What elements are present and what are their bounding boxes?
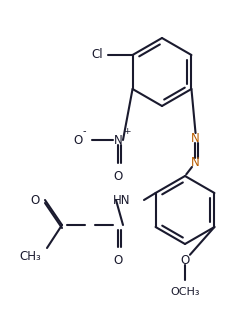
Text: +: +	[123, 127, 131, 136]
Text: O: O	[74, 134, 83, 147]
Text: N: N	[191, 156, 199, 169]
Text: N: N	[114, 134, 122, 147]
Text: CH₃: CH₃	[19, 250, 41, 263]
Text: N: N	[191, 132, 199, 144]
Text: O: O	[113, 254, 123, 267]
Text: O: O	[113, 170, 123, 183]
Text: OCH₃: OCH₃	[170, 287, 200, 297]
Text: O: O	[180, 253, 190, 266]
Text: HN: HN	[112, 193, 130, 206]
Text: Cl: Cl	[91, 49, 103, 61]
Text: O: O	[31, 193, 40, 206]
Text: -: -	[83, 126, 86, 136]
